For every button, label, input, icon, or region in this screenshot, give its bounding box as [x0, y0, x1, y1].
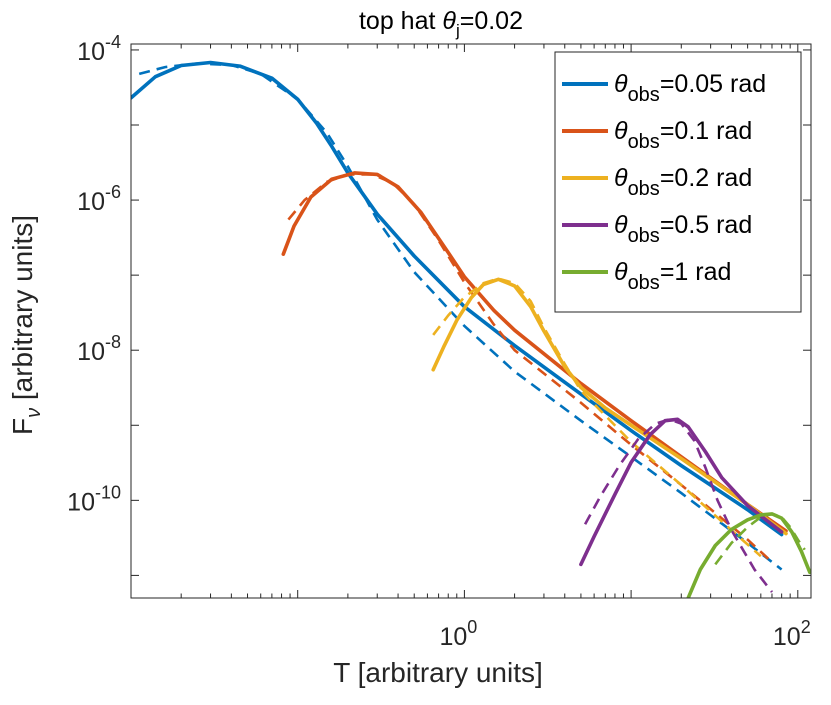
legend: θobs=0.05 rad θobs=0.1 rad θobs=0.2 rad θob…	[554, 51, 802, 313]
chart-title: top hat θj=0.02	[359, 7, 523, 40]
plot-frame	[130, 43, 812, 599]
y-label-main: F	[7, 418, 38, 435]
y-label-subscript: ν	[23, 408, 45, 418]
y-tick-label: 10-8	[77, 332, 121, 366]
series-2-dashed-line	[432, 277, 762, 558]
x-tick-label: 102	[773, 617, 811, 651]
legend-entry-label: θobs=0.05 rad	[614, 70, 766, 106]
legend-entry-label: θobs=0.1 rad	[614, 117, 752, 153]
x-axis-label: T [arbitrary units]	[333, 657, 543, 688]
series-0-solid-line	[131, 60, 784, 537]
x-tick-label: 100	[439, 617, 477, 651]
title-prefix: top hat	[359, 7, 442, 35]
series-1-dashed-line	[287, 173, 773, 564]
legend-entry-label: θobs=0.5 rad	[614, 211, 752, 247]
series-3-solid-line	[579, 417, 784, 567]
series-2-solid-line	[431, 277, 788, 536]
y-tick-label: 10-6	[77, 182, 121, 216]
legend-entry-label: θobs=1 rad	[614, 258, 731, 294]
series-layer	[131, 60, 811, 598]
tick-layer: 100 102 10-10 10-8 10-6 10-4	[67, 32, 811, 651]
legend-entry-label: θobs=0.2 rad	[614, 164, 752, 200]
legend-box	[554, 51, 802, 313]
title-subscript: j	[455, 21, 460, 40]
title-suffix: =0.02	[460, 7, 523, 35]
y-label-rest: [arbitrary units]	[7, 215, 38, 408]
y-axis-label: Fν [arbitrary units]	[7, 215, 45, 435]
title-symbol: θ	[442, 7, 456, 35]
y-tick-label: 10-10	[67, 482, 121, 516]
series-1-solid-line	[281, 171, 788, 533]
y-tick-label: 10-4	[77, 32, 121, 66]
series-4-solid-line	[686, 512, 811, 598]
